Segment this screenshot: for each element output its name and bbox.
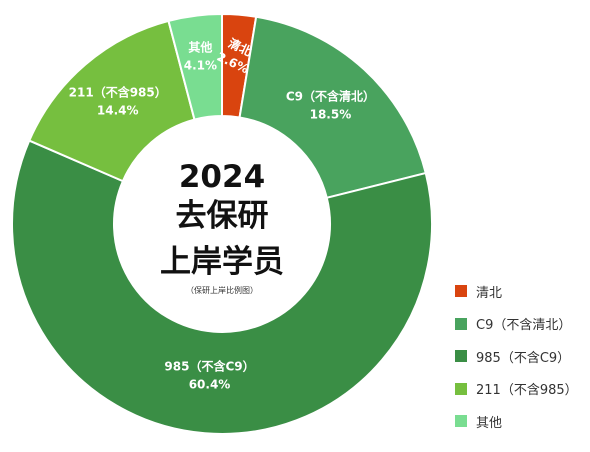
slice-label-4: 其他 4.1% (184, 39, 217, 72)
slice-value-4: 4.1% (184, 58, 217, 72)
slice-value-1: 18.5% (310, 107, 352, 121)
legend-swatch-0 (455, 285, 467, 297)
legend-label-2: 985（不含C9） (476, 350, 571, 366)
slice-value-3: 14.4% (97, 104, 139, 118)
legend-item-0: 清北 (455, 283, 590, 301)
legend-swatch-3 (455, 382, 467, 395)
legend-item-3: 211（不含985） (455, 381, 590, 398)
legend-item-1: C9（不含清北） (455, 316, 590, 333)
slice-name-2: 985（不含C9） (164, 358, 254, 373)
legend-swatch-2 (455, 350, 467, 362)
legend-item-2: 985（不含C9） (455, 348, 590, 366)
legend-label-0: 清北 (476, 285, 503, 301)
slice-name-3: 211（不含985） (69, 85, 167, 100)
slice-name-4: 其他 (188, 39, 212, 54)
slice-2 (11, 139, 433, 435)
legend-label-4: 其他 (476, 415, 503, 431)
slice-label-2: 985（不含C9） 60.4% (164, 358, 254, 391)
slice-4 (167, 12, 223, 121)
legend-item-4: 其他 (455, 413, 590, 431)
slice-value-2: 60.4% (189, 377, 231, 391)
center-title-line-3: 上岸学员 (160, 244, 284, 280)
chart-center: 2024 去保研 上岸学员 （保研上岸比例图） (160, 159, 284, 295)
slice-1 (238, 15, 427, 200)
slice-name-1: C9（不含清北） (286, 88, 375, 103)
legend-label-3: 211（不含985） (476, 383, 578, 398)
legend-swatch-1 (455, 317, 467, 330)
center-title-line-2: 去保研 (176, 198, 269, 234)
slice-label-1: C9（不含清北） 18.5% (286, 88, 375, 121)
slice-label-3: 211（不含985） 14.4% (69, 85, 167, 118)
slices-layer (11, 12, 433, 435)
center-title-line-1: 2024 (179, 159, 265, 195)
chart-legend: 清北 C9（不含清北） 985（不含C9） 211（不含985） 其他 (455, 283, 590, 446)
legend-label-1: C9（不含清北） (476, 318, 572, 333)
center-subtitle: （保研上岸比例图） (186, 285, 258, 295)
legend-swatch-4 (455, 415, 467, 427)
